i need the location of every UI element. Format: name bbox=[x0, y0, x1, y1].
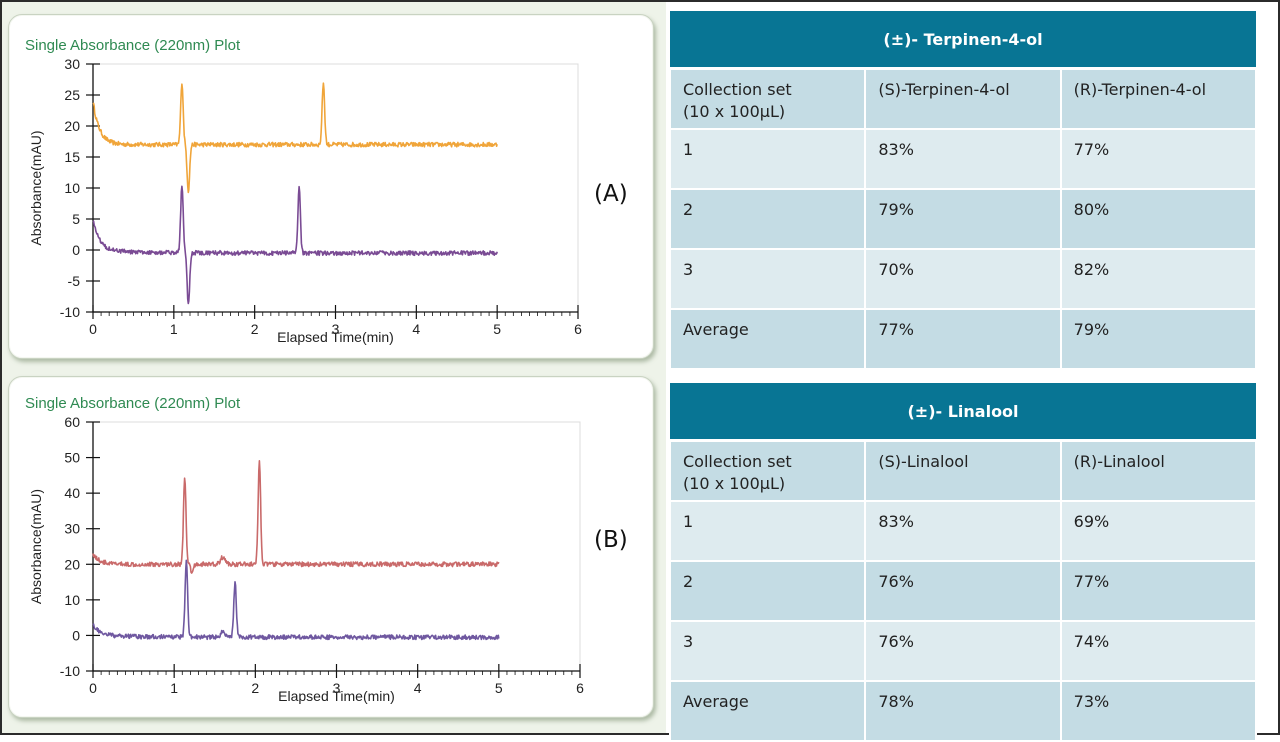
cell: 74% bbox=[1059, 620, 1258, 682]
cell: Average bbox=[668, 680, 867, 742]
header-text: (10 x 100µL) bbox=[683, 474, 786, 493]
table-header-row: Collection set (10 x 100µL) (S)-Linalool… bbox=[668, 439, 1258, 502]
y-tick-label: 15 bbox=[64, 149, 80, 165]
header-text: Collection set bbox=[683, 452, 792, 471]
chart-title: Single Absorbance (220nm) Plot bbox=[25, 395, 241, 412]
x-tick-label: 3 bbox=[333, 680, 341, 696]
results-tables: (±)- Terpinen-4-ol Collection set (10 x … bbox=[668, 11, 1258, 742]
table-row: 1 83% 69% bbox=[668, 500, 1258, 562]
y-tick-label: 60 bbox=[64, 414, 80, 430]
table-row-average: Average 77% 79% bbox=[668, 308, 1258, 370]
y-tick-label: 30 bbox=[64, 521, 80, 537]
cell: 77% bbox=[1059, 560, 1258, 622]
y-tick-label: -5 bbox=[68, 273, 81, 289]
cell: Average bbox=[668, 308, 867, 370]
panel-label: (A) bbox=[594, 181, 628, 207]
cell: 3 bbox=[668, 620, 867, 682]
x-tick-label: 0 bbox=[89, 321, 97, 337]
cell: 2 bbox=[668, 560, 867, 622]
cell: 69% bbox=[1059, 500, 1258, 562]
cell: 80% bbox=[1059, 188, 1258, 250]
x-tick-label: 1 bbox=[170, 321, 178, 337]
table-row: 2 79% 80% bbox=[668, 188, 1258, 250]
x-axis-label: Elapsed Time(min) bbox=[278, 688, 395, 704]
column-header: (S)-Terpinen-4-ol bbox=[864, 67, 1062, 130]
chart-panel-a: Single Absorbance (220nm) Plot (A) bbox=[8, 14, 654, 359]
table-row-average: Average 78% 73% bbox=[668, 680, 1258, 742]
table-header-row: Collection set (10 x 100µL) (S)-Terpinen… bbox=[668, 67, 1258, 130]
y-tick-label: 0 bbox=[72, 242, 80, 258]
y-tick-label: 50 bbox=[64, 450, 80, 466]
table-row: 3 76% 74% bbox=[668, 620, 1258, 682]
y-tick-label: -10 bbox=[60, 663, 80, 679]
series-line-trace-purple bbox=[92, 185, 498, 305]
cell: 78% bbox=[864, 680, 1062, 742]
x-tick-label: 0 bbox=[89, 680, 97, 696]
x-tick-label: 4 bbox=[414, 680, 422, 696]
table-row: 2 76% 77% bbox=[668, 560, 1258, 622]
cell: 77% bbox=[1059, 128, 1258, 190]
x-tick-label: 3 bbox=[332, 321, 340, 337]
cell: 79% bbox=[864, 188, 1062, 250]
series-line-trace-blue-purple bbox=[92, 559, 500, 641]
cell: 79% bbox=[1059, 308, 1258, 370]
y-tick-label: 25 bbox=[64, 87, 80, 103]
cell: 3 bbox=[668, 248, 867, 310]
table-linalool: (±)- Linalool Collection set (10 x 100µL… bbox=[668, 383, 1258, 742]
cell: 77% bbox=[864, 308, 1062, 370]
table-row: 1 83% 77% bbox=[668, 128, 1258, 190]
series-line-trace-red bbox=[92, 459, 500, 574]
cell: 76% bbox=[864, 620, 1062, 682]
plot-area bbox=[92, 421, 581, 672]
x-tick-label: 6 bbox=[576, 680, 584, 696]
column-header: Collection set (10 x 100µL) bbox=[668, 67, 867, 130]
y-axis-label: Absorbance(mAU) bbox=[28, 130, 44, 245]
column-header: (R)-Terpinen-4-ol bbox=[1059, 67, 1258, 130]
header-text: (10 x 100µL) bbox=[683, 102, 786, 121]
series-line-trace-orange bbox=[92, 82, 498, 194]
column-header: (R)-Linalool bbox=[1059, 439, 1258, 502]
y-tick-label: 0 bbox=[72, 627, 80, 643]
x-tick-label: 5 bbox=[495, 680, 503, 696]
x-axis-label: Elapsed Time(min) bbox=[277, 329, 394, 345]
panel-label: (B) bbox=[594, 527, 628, 553]
chart-panel-b: Single Absorbance (220nm) Plot (B) bbox=[8, 376, 654, 718]
y-tick-label: 30 bbox=[64, 56, 80, 72]
cell: 1 bbox=[668, 500, 867, 562]
y-tick-label: 10 bbox=[64, 180, 80, 196]
table-terpinen-4-ol: (±)- Terpinen-4-ol Collection set (10 x … bbox=[668, 11, 1258, 370]
cell: 70% bbox=[864, 248, 1062, 310]
column-header: (S)-Linalool bbox=[864, 439, 1062, 502]
y-tick-label: 5 bbox=[72, 211, 80, 227]
y-tick-label: -10 bbox=[60, 304, 80, 320]
x-tick-label: 1 bbox=[170, 680, 178, 696]
header-text: Collection set bbox=[683, 80, 792, 99]
table-title: (±)- Terpinen-4-ol bbox=[670, 11, 1256, 70]
cell: 83% bbox=[864, 500, 1062, 562]
cell: 83% bbox=[864, 128, 1062, 190]
x-tick-label: 4 bbox=[412, 321, 420, 337]
chart-title: Single Absorbance (220nm) Plot bbox=[25, 37, 241, 54]
x-tick-label: 2 bbox=[251, 321, 259, 337]
cell: 73% bbox=[1059, 680, 1258, 742]
table-title: (±)- Linalool bbox=[670, 383, 1256, 442]
x-tick-label: 2 bbox=[251, 680, 259, 696]
y-tick-label: 40 bbox=[64, 485, 80, 501]
column-header: Collection set (10 x 100µL) bbox=[668, 439, 867, 502]
cell: 76% bbox=[864, 560, 1062, 622]
cell: 1 bbox=[668, 128, 867, 190]
table-row: 3 70% 82% bbox=[668, 248, 1258, 310]
y-tick-label: 20 bbox=[64, 556, 80, 572]
x-tick-label: 5 bbox=[493, 321, 501, 337]
y-axis-label: Absorbance(mAU) bbox=[28, 489, 44, 604]
cell: 2 bbox=[668, 188, 867, 250]
y-tick-label: 20 bbox=[64, 118, 80, 134]
cell: 82% bbox=[1059, 248, 1258, 310]
y-tick-label: 10 bbox=[64, 592, 80, 608]
x-tick-label: 6 bbox=[574, 321, 582, 337]
